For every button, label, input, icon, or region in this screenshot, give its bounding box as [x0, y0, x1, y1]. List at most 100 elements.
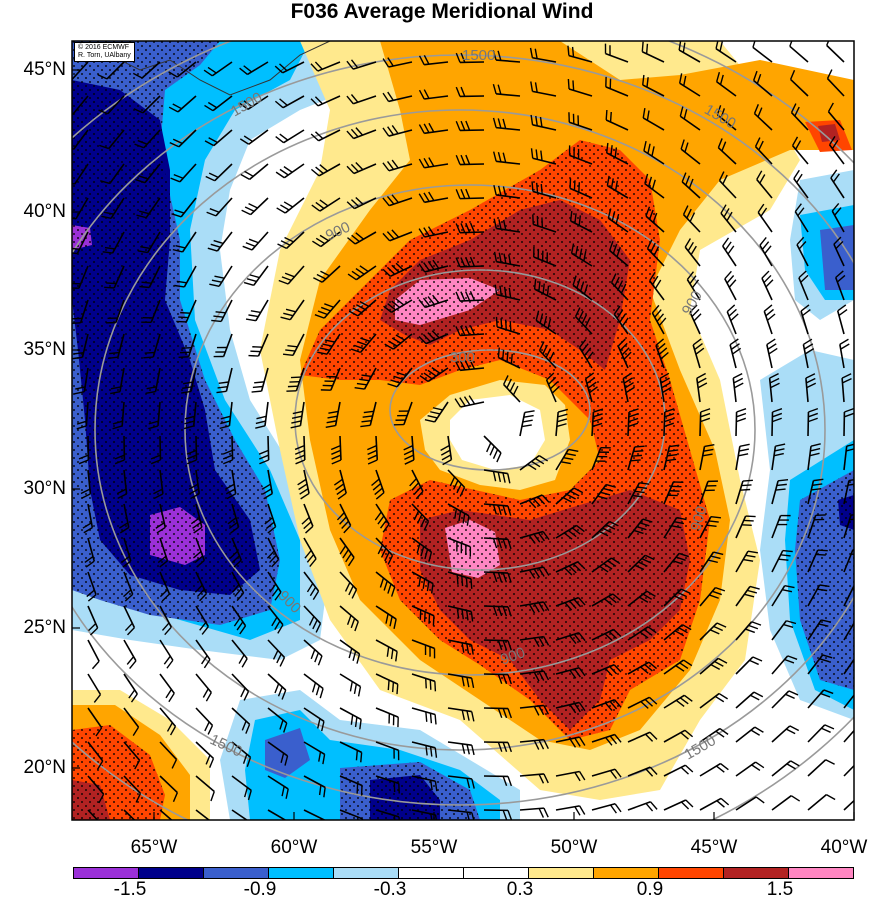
- wind-barb: [72, 95, 89, 116]
- colorbar-label: 1.5: [766, 879, 794, 900]
- wind-barb: [303, 775, 326, 798]
- wind-barb: [642, 74, 665, 97]
- wind-barb: [303, 707, 325, 732]
- wind-barb: [195, 639, 211, 669]
- wind-barb: [533, 247, 557, 267]
- wind-barb: [735, 550, 758, 573]
- wind-barb: [754, 137, 773, 165]
- wind-barb: [531, 181, 557, 199]
- wind-barb: [735, 479, 753, 505]
- wind-barb: [678, 41, 701, 63]
- wind-barb: [622, 372, 635, 403]
- wind-barb: [203, 61, 233, 77]
- wind-barb: [591, 483, 616, 505]
- wind-barb: [186, 435, 198, 465]
- wind-barb: [827, 102, 845, 131]
- wind-barb: [768, 373, 780, 403]
- wind-barb: [454, 395, 485, 408]
- wind-barb: [699, 480, 718, 505]
- wind-barb: [347, 265, 377, 281]
- wind-barb: [793, 169, 809, 199]
- wind-barb: [242, 231, 269, 251]
- wind-barb: [555, 561, 586, 576]
- wind-barb: [375, 809, 400, 820]
- wind-barb: [807, 584, 830, 607]
- wind-barb: [123, 571, 134, 602]
- wind-barb: [123, 639, 137, 669]
- credit-line: R. Torn, UAlbany: [78, 52, 131, 59]
- wind-barb: [72, 61, 89, 81]
- wind-barb: [87, 605, 99, 636]
- wind-barb: [339, 605, 359, 632]
- wind-barb: [570, 243, 593, 267]
- wind-barb: [555, 666, 586, 679]
- wind-barb: [312, 231, 341, 248]
- wind-barb: [763, 304, 776, 335]
- wind-barb: [274, 95, 305, 109]
- wind-barb: [267, 571, 282, 601]
- wind-barb: [696, 372, 708, 403]
- wind-barb: [82, 503, 94, 534]
- wind-barb: [153, 469, 164, 500]
- wind-barb: [375, 707, 399, 728]
- wind-barb: [519, 530, 550, 544]
- lat-label: 45°N: [23, 59, 66, 80]
- lat-label: 25°N: [23, 617, 66, 638]
- wind-barb: [204, 95, 233, 112]
- wind-barb: [231, 741, 252, 767]
- wind-barb: [591, 446, 611, 471]
- wind-barb: [116, 469, 128, 500]
- wind-barb: [159, 571, 171, 602]
- wind-barb: [771, 514, 791, 539]
- wind-barb: [383, 298, 413, 314]
- wind-barb: [529, 47, 557, 63]
- wind-barb: [569, 210, 593, 233]
- wind-barb: [382, 57, 413, 68]
- wind-barb: [455, 154, 485, 166]
- wind-barb: [87, 707, 103, 737]
- wind-barb: [382, 194, 413, 207]
- wind-barb: [346, 94, 377, 105]
- wind-barb: [492, 84, 521, 97]
- region-east-mid-blue: [820, 225, 854, 290]
- wind-barb: [805, 373, 817, 403]
- wind-barb: [494, 284, 521, 301]
- wind-barb: [411, 605, 435, 626]
- wind-barb: [717, 138, 737, 165]
- wind-barb: [607, 208, 629, 233]
- wind-barb: [533, 279, 557, 301]
- wind-barb: [264, 503, 277, 534]
- wind-barb: [567, 45, 593, 63]
- lat-label: 20°N: [23, 757, 66, 778]
- wind-barb: [266, 537, 280, 568]
- wind-barb: [317, 333, 341, 355]
- wind-barb: [447, 775, 475, 789]
- stipple-sw: [72, 725, 165, 820]
- wind-barb: [843, 549, 854, 573]
- wind-barb: [227, 503, 240, 534]
- wind-barb: [627, 696, 658, 709]
- wind-barb: [591, 408, 604, 437]
- wind-barb: [136, 197, 161, 219]
- wind-barb: [87, 673, 102, 703]
- wind-barb: [530, 148, 557, 165]
- wind-barb: [839, 338, 850, 369]
- wind-barb: [834, 270, 846, 301]
- wind-barb: [644, 173, 665, 199]
- wind-barb: [455, 325, 485, 337]
- wind-barb: [699, 692, 728, 709]
- wind-barb: [411, 571, 434, 594]
- wind-barb: [170, 163, 197, 183]
- wind-barb: [339, 537, 355, 567]
- wind-barb: [325, 401, 341, 429]
- wind-barb: [339, 741, 363, 763]
- colorbar-swatch: [594, 868, 659, 878]
- wind-barb: [159, 639, 174, 669]
- wind-barb: [502, 375, 521, 403]
- region-south-mid-blue-1: [265, 728, 310, 778]
- wind-barb: [493, 185, 521, 199]
- wind-barb: [807, 407, 819, 437]
- wind-barb: [789, 69, 809, 97]
- wind-barb: [492, 151, 521, 165]
- wind-barb: [393, 401, 413, 426]
